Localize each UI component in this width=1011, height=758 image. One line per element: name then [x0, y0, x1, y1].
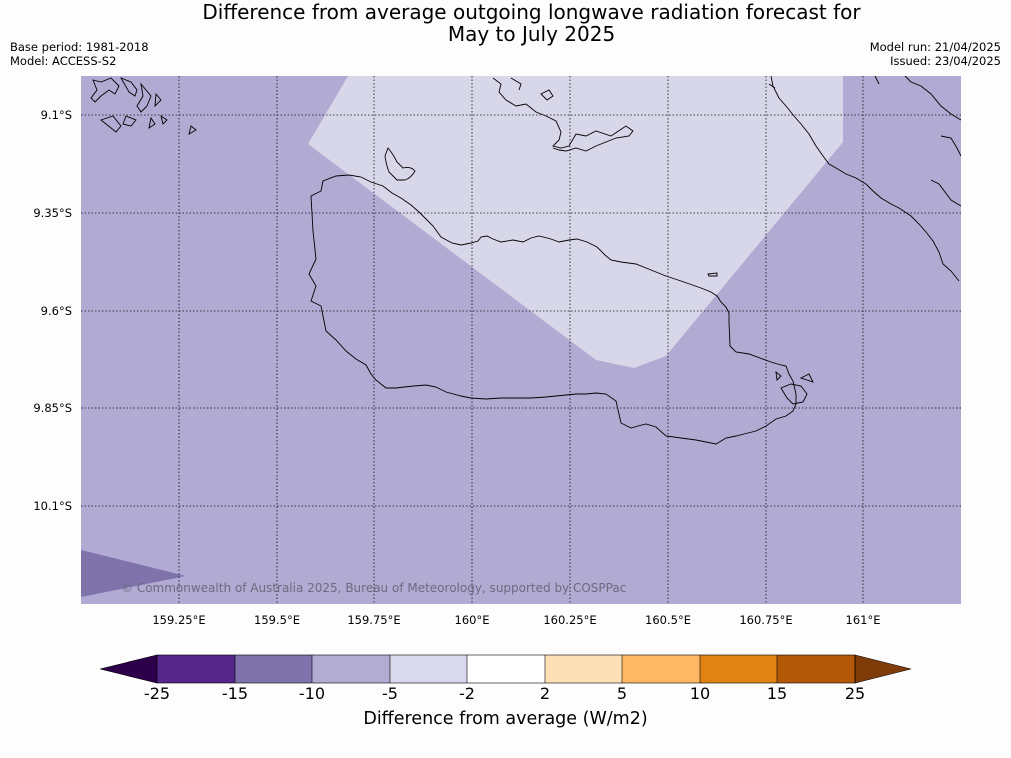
- lat-label-9-6: 9.6°S: [40, 304, 72, 318]
- colorbar-tick-5: 2: [539, 684, 551, 703]
- colorbar-bin-1: [157, 655, 235, 683]
- lat-label-10-1: 10.1°S: [33, 499, 72, 513]
- island-main-coast: [308, 174, 797, 445]
- colorbar-tick-3: -5: [382, 684, 398, 703]
- colorbar-tick-7: 10: [689, 684, 711, 703]
- model-run: Model run: 21/04/2025: [869, 40, 1001, 54]
- colorbar-bin-7: [622, 655, 700, 683]
- title-line-1: Difference from average outgoing longwav…: [202, 0, 861, 24]
- colorbar-bin-6: [545, 655, 622, 683]
- island-small-coast: [384, 147, 416, 181]
- coast-northeast: [768, 76, 961, 282]
- meta-left: Base period: 1981-2018 Model: ACCESS-S2: [10, 40, 149, 68]
- colorbar-tick-4: -2: [459, 684, 475, 703]
- lon-label-159-5: 159.5°E: [254, 613, 300, 627]
- map-svg: [81, 76, 961, 604]
- issued-date: Issued: 23/04/2025: [890, 54, 1001, 68]
- model-name: Model: ACCESS-S2: [10, 54, 117, 68]
- lon-label-161: 161°E: [845, 613, 881, 627]
- islet-east: [707, 272, 718, 277]
- islets-east: [775, 135, 961, 405]
- map-panel: [81, 76, 961, 604]
- islets-north-center: [492, 77, 634, 152]
- lon-label-160-75: 160.75°E: [739, 613, 793, 627]
- colorbar-label: Difference from average (W/m2): [363, 709, 648, 729]
- region-minus5-to-minus2: [308, 76, 843, 368]
- colorbar-extend-low: [99, 654, 158, 684]
- copyright-notice: © Commonwealth of Australia 2025, Bureau…: [121, 581, 627, 595]
- graticule: [81, 76, 961, 604]
- region-minus15-to-minus10: [81, 550, 186, 597]
- colorbar-extend-high: [854, 654, 912, 684]
- lon-label-160: 160°E: [454, 613, 490, 627]
- colorbar-tick-0: -25: [143, 684, 171, 703]
- lon-label-160-25: 160.25°E: [543, 613, 597, 627]
- colorbar-bin-9: [777, 655, 855, 683]
- colorbar-tick-6: 5: [616, 684, 628, 703]
- colorbar-bin-3: [312, 655, 390, 683]
- base-period: Base period: 1981-2018: [10, 40, 149, 54]
- colorbar-bin-8: [700, 655, 777, 683]
- coastlines: [90, 76, 961, 445]
- colorbar-bin-4: [390, 655, 467, 683]
- lat-label-9-35: 9.35°S: [33, 206, 72, 220]
- islets-northwest: [90, 77, 197, 135]
- meta-right: Model run: 21/04/2025 Issued: 23/04/2025: [870, 40, 1001, 68]
- colorbar: [99, 654, 912, 688]
- colorbar-svg: [99, 654, 912, 684]
- lon-label-160-5: 160.5°E: [645, 613, 691, 627]
- colorbar-tick-9: 25: [844, 684, 866, 703]
- lon-label-159-25: 159.25°E: [152, 613, 206, 627]
- colorbar-tick-1: -15: [221, 684, 249, 703]
- colorbar-tick-8: 15: [766, 684, 788, 703]
- colorbar-dividers: [156, 654, 856, 684]
- map-title: Difference from average outgoing longwav…: [0, 1, 1011, 45]
- lat-label-9-1: 9.1°S: [40, 108, 72, 122]
- colorbar-bin-5: [467, 655, 545, 683]
- title-line-2: May to July 2025: [447, 22, 616, 46]
- colorbar-tick-2: -10: [298, 684, 326, 703]
- lon-label-159-75: 159.75°E: [347, 613, 401, 627]
- colorbar-bin-2: [235, 655, 312, 683]
- lat-label-9-85: 9.85°S: [33, 401, 72, 415]
